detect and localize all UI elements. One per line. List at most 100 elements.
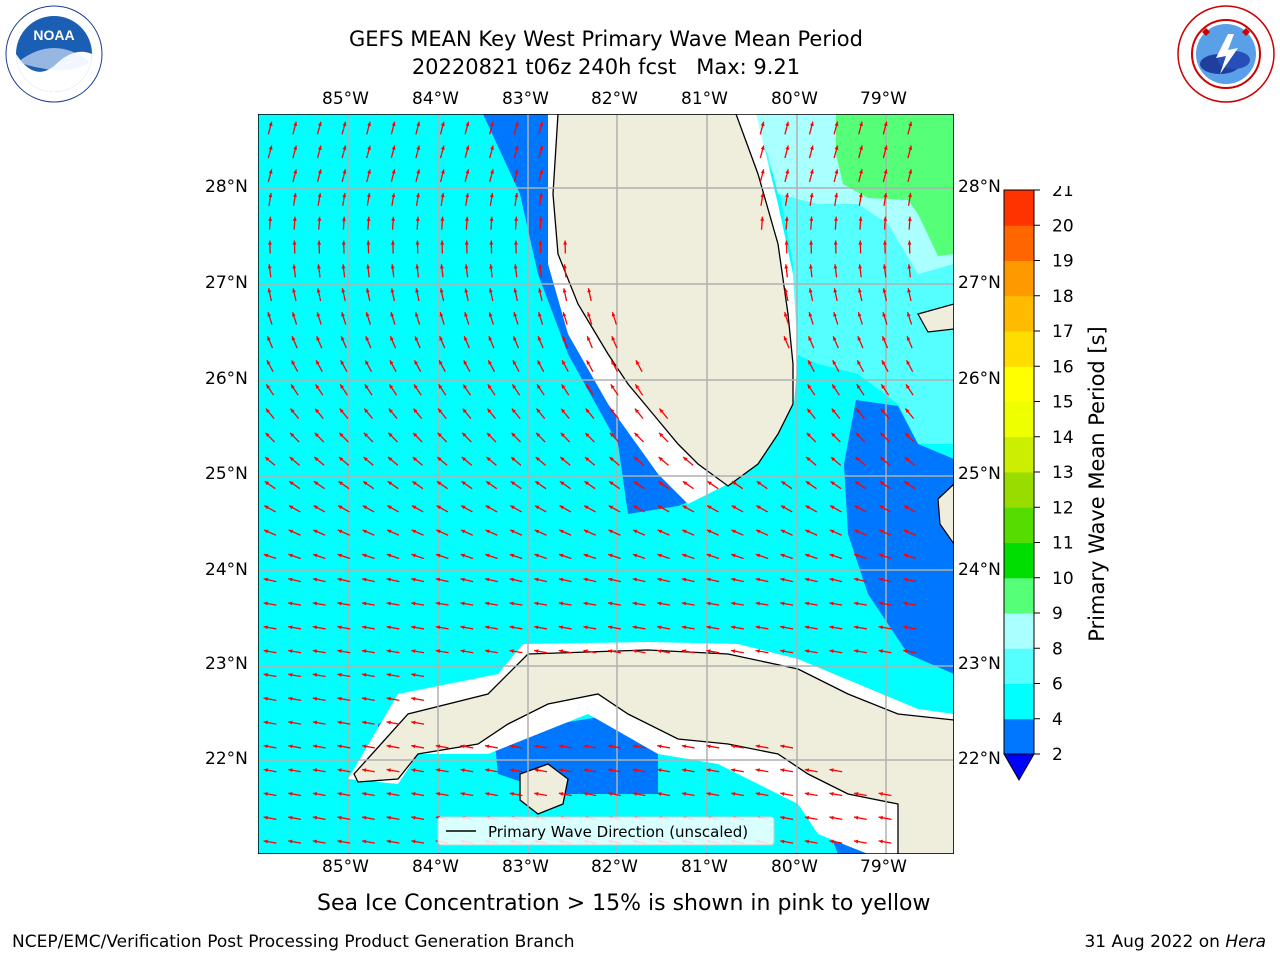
wave-arrow-head [312,815,318,820]
lon-label-bottom-84w: 84°W [412,857,459,877]
wave-arrow-head [513,240,518,245]
wave-arrow-head [412,457,417,462]
wave-arrow-head [390,264,395,269]
wave-arrow-head [337,744,342,749]
lon-label-bottom-85w: 85°W [322,857,369,877]
wave-arrow-head [880,432,885,438]
wave-arrow-head [804,577,810,582]
wave-arrow-head [780,553,785,558]
wave-arrow-head [268,145,273,150]
wave-arrow-head [460,529,466,534]
wave-arrow-head [339,408,344,413]
wave-arrow-head [561,408,566,413]
wave-arrow-head [485,529,490,534]
wave-arrow-head [313,481,319,486]
wave-arrow-head [460,792,465,796]
wave-arrow-head [784,216,789,221]
wave-arrow-head [440,216,445,221]
lon-label-bottom-81w: 81°W [681,857,728,877]
colorbar-segment [1004,331,1034,367]
wave-arrow-head [784,288,788,293]
wave-arrow-head [784,240,789,245]
wave-arrow-head [288,529,294,534]
wave-arrow-head [365,288,370,293]
wave-arrow-head [361,768,367,773]
wave-arrow-head [562,336,567,341]
wave-arrow-head [608,577,613,582]
wave-arrow-head [263,839,268,844]
wave-arrow-head [367,121,371,127]
lon-label-bottom-80w: 80°W [771,857,818,877]
wave-arrow-head [391,216,396,221]
wave-arrow-head [509,553,515,558]
wave-arrow-head [760,192,765,198]
wave-arrow-head [562,288,567,293]
wave-arrow-head [681,768,687,773]
wave-arrow-head [657,768,662,773]
wave-arrow-head [539,169,544,174]
wave-arrow-head [462,432,467,438]
lon-label-bottom-83w: 83°W [502,857,549,877]
wave-arrow-head [312,839,318,844]
wave-arrow-head [834,169,839,174]
wave-arrow-head [882,288,887,293]
wave-arrow-head [682,553,687,558]
wave-arrow-head [584,457,590,462]
wave-arrow-head [514,121,519,127]
wave-arrow-head [510,529,515,534]
wave-arrow-head [411,553,416,558]
wave-arrow-head [633,505,638,510]
wave-arrow-head [807,384,812,389]
wave-arrow-head [632,601,637,606]
wave-arrow-head [907,288,911,293]
wave-arrow-head [784,264,789,269]
wave-arrow-head [808,312,813,317]
lat-label-left-25n: 25°N [205,464,248,484]
wave-arrow-head [683,457,688,462]
wave-arrow-head [809,216,814,221]
wave-arrow-head [805,529,810,534]
wave-arrow-head [339,432,344,438]
wave-arrow-head [511,457,516,462]
wave-arrow-head [539,145,544,150]
wave-arrow-head [829,792,834,796]
colorbar-segment [1004,683,1034,720]
wave-arrow-head [730,649,736,654]
wave-arrow-head [785,192,789,198]
wave-arrow-head [809,145,814,150]
wave-arrow-head [633,529,638,534]
wave-arrow-head [513,336,517,341]
wave-arrow-head [781,481,786,486]
wave-arrow-head [903,553,908,558]
wave-arrow-head [632,577,638,582]
lat-label-right-26n: 26°N [958,369,1001,389]
date-stamp: 31 Aug 2022 on Hera [1084,932,1266,952]
wave-arrow-head [855,481,860,486]
wave-arrow-head [857,336,862,341]
wave-arrow-head [509,577,515,582]
wave-arrow-head [389,384,394,389]
wave-arrow-head [878,815,883,820]
wave-arrow-head [486,457,491,462]
wave-arrow-head [290,384,295,389]
wave-arrow-head [266,384,271,389]
wave-arrow-head [315,408,320,413]
wave-arrow-head [831,408,836,413]
wave-arrow-head [607,792,613,796]
wave-arrow-head [460,625,465,630]
wave-arrow-head [881,384,886,389]
wave-arrow-head [731,529,736,534]
wave-arrow-head [267,288,272,293]
wave-arrow-head [411,744,416,749]
wave-arrow-head [832,384,837,389]
wave-arrow-head [386,839,391,844]
wave-arrow-head [337,649,342,654]
wave-arrow-head [510,505,515,510]
wave-arrow-head [829,601,834,606]
colorbar-label: Primary Wave Mean Period [s] [1085,326,1109,642]
wave-arrow-head [905,408,910,413]
wave-arrow-head [755,792,760,796]
wave-arrow-head [485,505,491,510]
wave-arrow-head [559,529,564,534]
wave-arrow-head [313,553,318,558]
